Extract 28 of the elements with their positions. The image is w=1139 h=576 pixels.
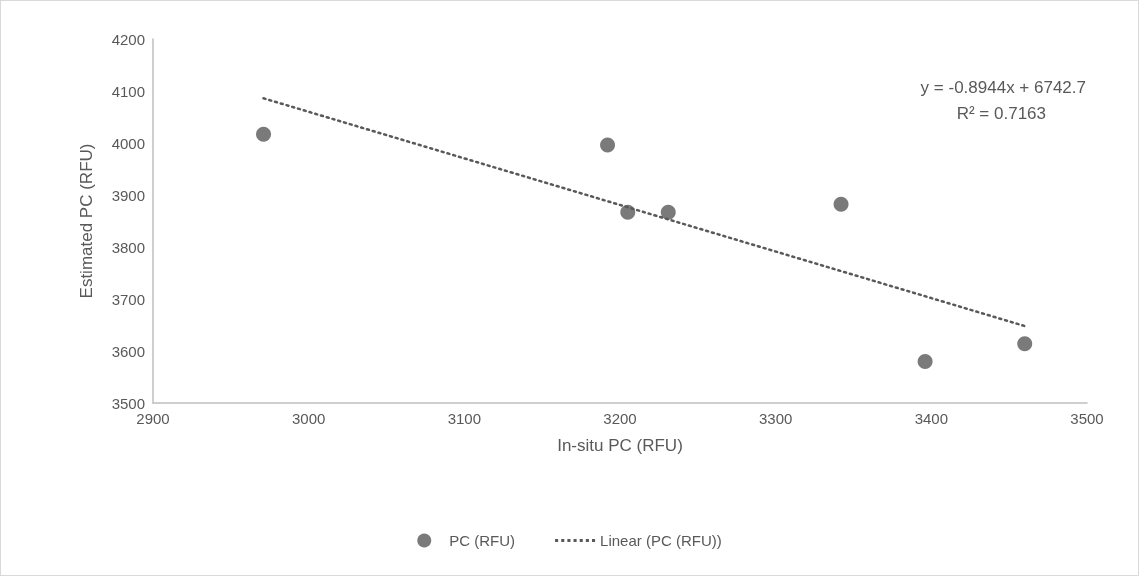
y-tick-label: 4100 (111, 82, 145, 100)
y-tick-label: 3600 (111, 342, 145, 360)
point (660, 204, 676, 220)
annotation: y = -0.8944x + 6742.7 (920, 78, 1086, 97)
x-tick-label: 3000 (291, 410, 326, 427)
annotation: R² = 0.7163 (956, 104, 1046, 123)
point (1017, 336, 1033, 352)
y-tick-label: 3500 (111, 394, 145, 412)
y-tick-label: 4200 (111, 30, 145, 48)
x-tick-label: 3400 (914, 410, 949, 427)
legend-label: Linear (PC (RFU)) (600, 532, 722, 549)
point (620, 204, 636, 220)
y-tick-label: 4000 (111, 134, 145, 152)
y-tick-label: 3800 (111, 238, 145, 256)
y-axis-title: Estimated PC (RFU) (77, 143, 96, 299)
x-tick-label: 3500 (1070, 410, 1104, 427)
point (600, 137, 616, 153)
x-tick-label: 3200 (603, 410, 637, 427)
x-axis-title: In-situ PC (RFU) (557, 436, 683, 455)
y-tick-label: 3900 (111, 186, 145, 204)
point (833, 196, 849, 212)
point (256, 126, 272, 142)
x-tick-label: 3300 (758, 410, 793, 427)
x-tick-label: 2900 (136, 410, 170, 427)
y-tick-label: 3700 (111, 290, 145, 308)
x-tick-label: 3100 (447, 410, 482, 427)
legend-label: PC (RFU) (449, 532, 516, 549)
point (917, 353, 933, 369)
